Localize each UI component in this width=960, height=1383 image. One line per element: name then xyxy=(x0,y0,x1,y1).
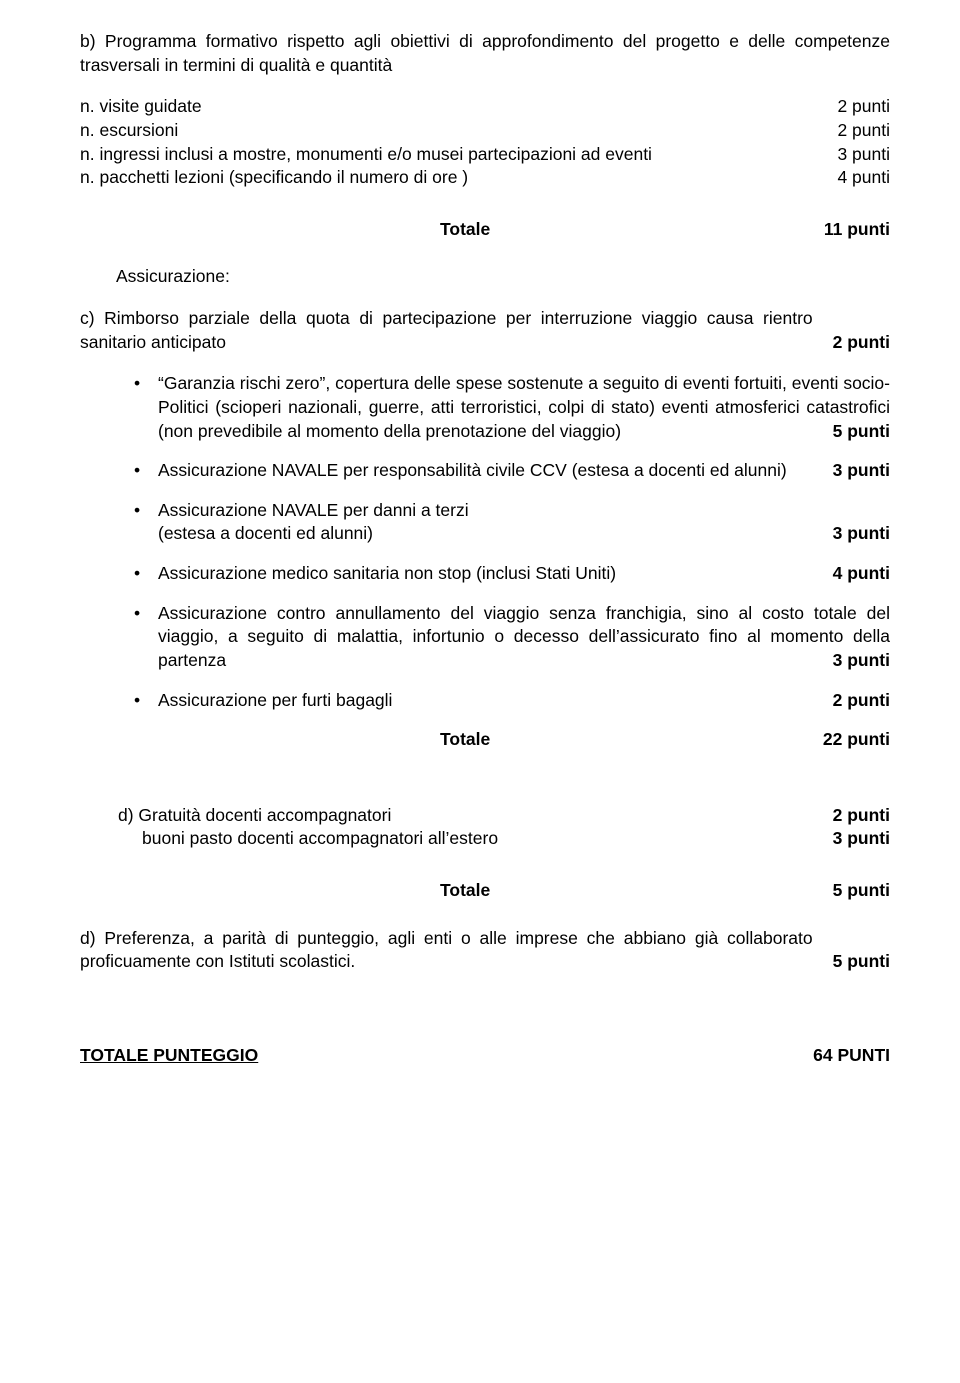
bullet-text: Assicurazione contro annullamento del vi… xyxy=(158,603,890,670)
bullet-text: Assicurazione per furti bagagli xyxy=(158,689,813,713)
total-label: Totale xyxy=(80,218,490,242)
final-total: TOTALE PUNTEGGIO 64 PUNTI xyxy=(80,1044,890,1068)
bullet-points: 3 punti xyxy=(813,649,890,673)
total-value: 11 punti xyxy=(824,218,890,242)
d-row-points: 3 punti xyxy=(813,827,890,851)
document-page: b) Programma formativo rispetto agli obi… xyxy=(0,0,960,1108)
section-c-bullets: “Garanzia rischi zero”, copertura delle … xyxy=(80,372,890,712)
item-pacchetti-lezioni: n. pacchetti lezioni (specificando il nu… xyxy=(80,166,890,190)
item-ingressi: n. ingressi inclusi a mostre, monumenti … xyxy=(80,143,890,167)
bullet-points: 2 punti xyxy=(813,689,890,713)
total-value: 5 punti xyxy=(833,879,890,903)
bullet-navale-ccv: Assicurazione NAVALE per responsabilità … xyxy=(134,459,890,483)
bullet-furti-bagagli: Assicurazione per furti bagagli 2 punti xyxy=(134,689,890,713)
bullet-line2: (estesa a docenti ed alunni) xyxy=(158,522,813,546)
bullet-points: 3 punti xyxy=(813,459,890,483)
section-d-preferenza: d) Preferenza, a parità di punteggio, ag… xyxy=(80,927,890,974)
bullet-text: “Garanzia rischi zero”, copertura delle … xyxy=(158,373,890,440)
d2-points: 5 punti xyxy=(813,950,890,974)
section-c-total: Totale 22 punti xyxy=(80,728,890,752)
assicurazione-label: Assicurazione: xyxy=(80,265,890,289)
item-points: 2 punti xyxy=(817,95,890,119)
final-label: TOTALE PUNTEGGIO xyxy=(80,1044,258,1068)
bullet-points: 4 punti xyxy=(813,562,890,586)
d-row-points: 2 punti xyxy=(813,804,890,828)
section-d-total: Totale 5 punti xyxy=(80,879,890,903)
bullet-points: 5 punti xyxy=(813,420,890,444)
item-points: 4 punti xyxy=(817,166,890,190)
bullet-text: Assicurazione medico sanitaria non stop … xyxy=(158,562,813,586)
item-label: n. escursioni xyxy=(80,119,817,143)
bullet-medico-sanitaria: Assicurazione medico sanitaria non stop … xyxy=(134,562,890,586)
section-c-text: c) Rimborso parziale della quota di part… xyxy=(80,307,813,354)
final-value: 64 PUNTI xyxy=(813,1044,890,1068)
section-d-gratuita: d) Gratuità docenti accompagnatori 2 pun… xyxy=(80,804,890,851)
bullet-navale-terzi: Assicurazione NAVALE per danni a terzi (… xyxy=(134,499,890,546)
bullet-line1: Assicurazione NAVALE per danni a terzi xyxy=(158,499,890,523)
d2-text: d) Preferenza, a parità di punteggio, ag… xyxy=(80,927,813,974)
bullet-garanzia-rischi-zero: “Garanzia rischi zero”, copertura delle … xyxy=(134,372,890,443)
section-b-total: Totale 11 punti xyxy=(80,218,890,242)
item-label: n. ingressi inclusi a mostre, monumenti … xyxy=(80,143,817,167)
d-row-label: buoni pasto docenti accompagnatori all’e… xyxy=(142,827,813,851)
total-value: 22 punti xyxy=(823,728,890,752)
bullet-points: 3 punti xyxy=(813,522,890,546)
item-label: n. visite guidate xyxy=(80,95,817,119)
section-c-heading: c) Rimborso parziale della quota di part… xyxy=(80,307,890,354)
item-points: 2 punti xyxy=(817,119,890,143)
item-visite-guidate: n. visite guidate 2 punti xyxy=(80,95,890,119)
d-row-label: d) Gratuità docenti accompagnatori xyxy=(118,804,813,828)
section-c-points: 2 punti xyxy=(813,331,890,355)
total-label: Totale xyxy=(80,879,490,903)
section-b-heading: b) Programma formativo rispetto agli obi… xyxy=(80,30,890,77)
bullet-annullamento: Assicurazione contro annullamento del vi… xyxy=(134,602,890,673)
total-label: Totale xyxy=(80,728,490,752)
item-label: n. pacchetti lezioni (specificando il nu… xyxy=(80,166,817,190)
item-escursioni: n. escursioni 2 punti xyxy=(80,119,890,143)
item-points: 3 punti xyxy=(817,143,890,167)
bullet-text: Assicurazione NAVALE per responsabilità … xyxy=(158,460,787,480)
